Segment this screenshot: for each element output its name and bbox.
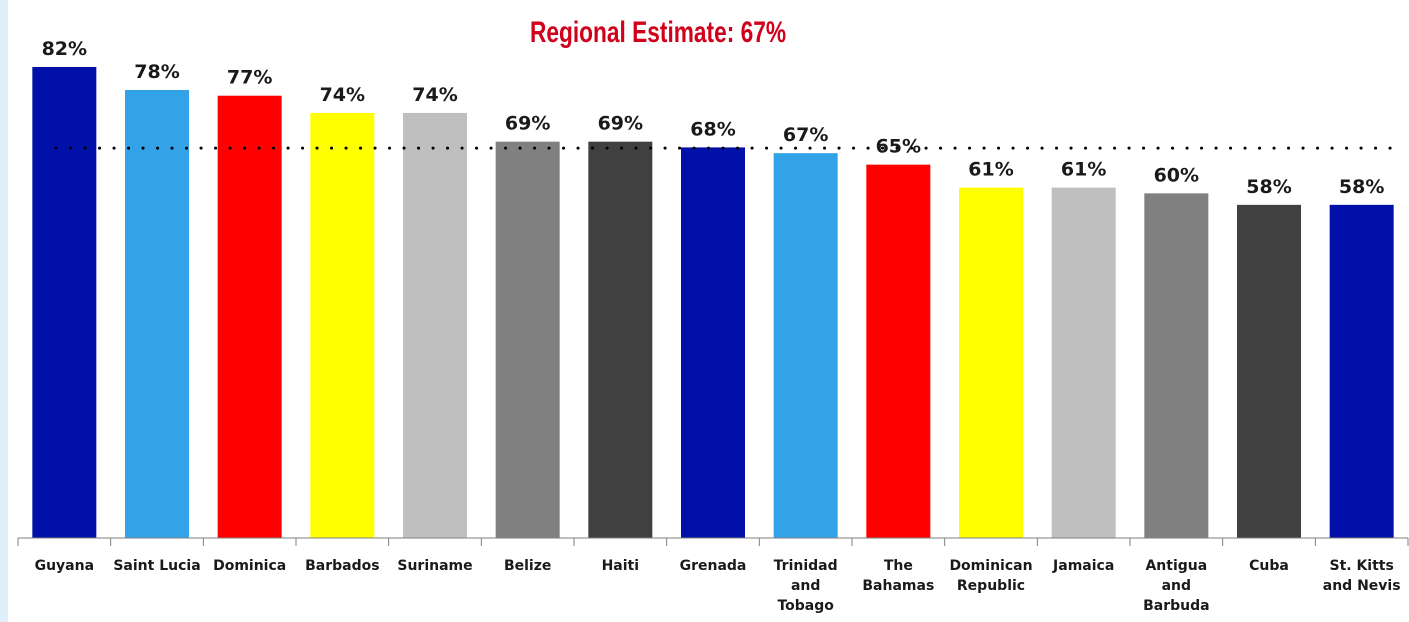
category-label: Grenada — [680, 558, 747, 574]
category-label: Saint Lucia — [113, 558, 200, 574]
category-label: Trinidad and Tobago — [774, 558, 838, 614]
category-label: St. Kitts and Nevis — [1323, 558, 1401, 594]
category-label: Jamaica — [1052, 558, 1114, 574]
data-label: 67% — [783, 124, 828, 146]
bars-group — [32, 67, 1394, 539]
category-label: Antigua and Barbuda — [1143, 558, 1209, 614]
data-label: 58% — [1339, 176, 1384, 198]
bar-dominica — [217, 95, 282, 538]
bar-haiti — [588, 141, 653, 539]
category-labels-group: Guyana Saint Lucia Dominica Barbados Surinam… — [35, 558, 1401, 614]
x-axis-ticks — [17, 538, 1409, 546]
bar-jamaica — [1051, 187, 1116, 538]
data-label: 69% — [505, 113, 550, 135]
data-label: 78% — [134, 61, 179, 83]
bar-barbados — [310, 112, 375, 538]
bar-belize — [495, 141, 560, 539]
data-label: 77% — [227, 67, 272, 89]
bar-saint-lucia — [125, 89, 189, 538]
regional-estimate-label: Regional Estimate: 67% — [530, 16, 786, 49]
category-label: Dominican Republic — [949, 558, 1032, 594]
category-label: Belize — [504, 558, 551, 574]
bar-grenada — [681, 147, 745, 539]
bar-the-bahamas — [866, 164, 931, 538]
bar-dominican-republic — [959, 187, 1023, 538]
data-label: 68% — [690, 118, 735, 140]
category-label: Cuba — [1249, 558, 1289, 574]
data-label: 61% — [968, 159, 1013, 181]
category-label: Barbados — [305, 558, 379, 574]
data-labels-group: 82% 78% 77% 74% 74% 69% 69% 68% 67% 65% 61% 61% 60% 5… — [42, 38, 1385, 198]
data-label: 58% — [1246, 176, 1291, 198]
bar-guyana — [32, 67, 97, 538]
category-label: Suriname — [397, 558, 472, 574]
bar-trinidad-and-tobago — [773, 153, 838, 538]
category-label: Guyana — [35, 558, 94, 574]
bar-chart: Regional Estimate: 67% 82% 78% 77% 74% 74% 69… — [17, 16, 1409, 614]
bar-suriname — [403, 112, 467, 538]
bar-st-kitts-and-nevis — [1329, 204, 1394, 539]
category-label: Haiti — [602, 558, 639, 574]
data-label: 60% — [1154, 164, 1199, 186]
data-label: 61% — [1061, 159, 1106, 181]
category-label: The Bahamas — [862, 558, 934, 594]
data-label: 74% — [412, 84, 457, 106]
bar-cuba — [1237, 204, 1301, 539]
data-label: 69% — [598, 113, 643, 135]
data-label: 74% — [320, 84, 365, 106]
data-label: 82% — [42, 38, 87, 60]
data-label: 65% — [876, 136, 921, 158]
bar-antigua-and-barbuda — [1144, 193, 1209, 539]
category-label: Dominica — [213, 558, 286, 574]
